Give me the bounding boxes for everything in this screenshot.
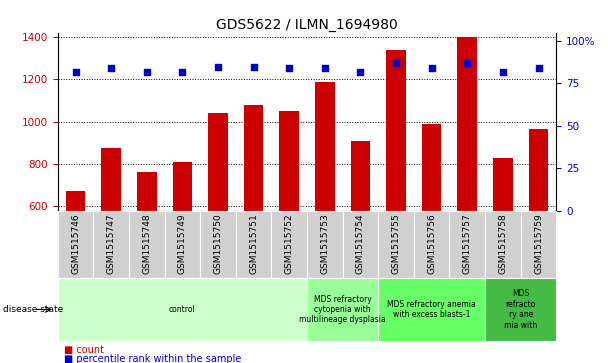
Bar bbox=[493, 158, 513, 211]
Bar bbox=[351, 140, 370, 211]
Text: control: control bbox=[169, 305, 196, 314]
Text: GSM1515751: GSM1515751 bbox=[249, 214, 258, 274]
Bar bbox=[137, 172, 157, 211]
Bar bbox=[280, 111, 299, 211]
Text: GSM1515748: GSM1515748 bbox=[142, 214, 151, 274]
Text: GSM1515756: GSM1515756 bbox=[427, 214, 436, 274]
Bar bbox=[529, 129, 548, 211]
Bar bbox=[173, 162, 192, 211]
Bar bbox=[422, 124, 441, 211]
Bar bbox=[457, 37, 477, 211]
Text: GSM1515753: GSM1515753 bbox=[320, 214, 330, 274]
Text: MDS refractory
cytopenia with
multilineage dysplasia: MDS refractory cytopenia with multilinea… bbox=[299, 294, 386, 325]
Bar bbox=[208, 113, 228, 211]
Bar bbox=[66, 192, 85, 211]
Bar bbox=[102, 148, 121, 211]
Text: GSM1515757: GSM1515757 bbox=[463, 214, 472, 274]
Bar bbox=[244, 105, 263, 211]
Point bbox=[178, 69, 187, 74]
Text: GSM1515750: GSM1515750 bbox=[213, 214, 223, 274]
Point bbox=[534, 65, 544, 71]
Point bbox=[249, 64, 258, 69]
Point bbox=[320, 65, 330, 71]
Point bbox=[356, 69, 365, 74]
Text: MDS refractory anemia
with excess blasts-1: MDS refractory anemia with excess blasts… bbox=[387, 300, 476, 319]
Text: ■ count: ■ count bbox=[64, 345, 104, 355]
Point bbox=[391, 60, 401, 66]
Text: ■ percentile rank within the sample: ■ percentile rank within the sample bbox=[64, 354, 241, 363]
Point bbox=[106, 65, 116, 71]
Text: GSM1515752: GSM1515752 bbox=[285, 214, 294, 274]
Point bbox=[71, 69, 80, 74]
Text: GSM1515755: GSM1515755 bbox=[392, 214, 401, 274]
Point bbox=[285, 65, 294, 71]
Point bbox=[142, 69, 151, 74]
Text: disease state: disease state bbox=[3, 305, 63, 314]
Point bbox=[463, 60, 472, 66]
Point bbox=[213, 64, 223, 69]
Text: GSM1515749: GSM1515749 bbox=[178, 214, 187, 274]
Point bbox=[498, 69, 508, 74]
Title: GDS5622 / ILMN_1694980: GDS5622 / ILMN_1694980 bbox=[216, 18, 398, 32]
Text: GSM1515754: GSM1515754 bbox=[356, 214, 365, 274]
Point bbox=[427, 65, 437, 71]
Text: GSM1515758: GSM1515758 bbox=[499, 214, 508, 274]
Text: GSM1515759: GSM1515759 bbox=[534, 214, 543, 274]
Text: GSM1515747: GSM1515747 bbox=[106, 214, 116, 274]
Bar bbox=[315, 82, 334, 211]
Text: GSM1515746: GSM1515746 bbox=[71, 214, 80, 274]
Bar bbox=[386, 50, 406, 211]
Text: MDS
refracto
ry ane
mia with: MDS refracto ry ane mia with bbox=[504, 289, 537, 330]
